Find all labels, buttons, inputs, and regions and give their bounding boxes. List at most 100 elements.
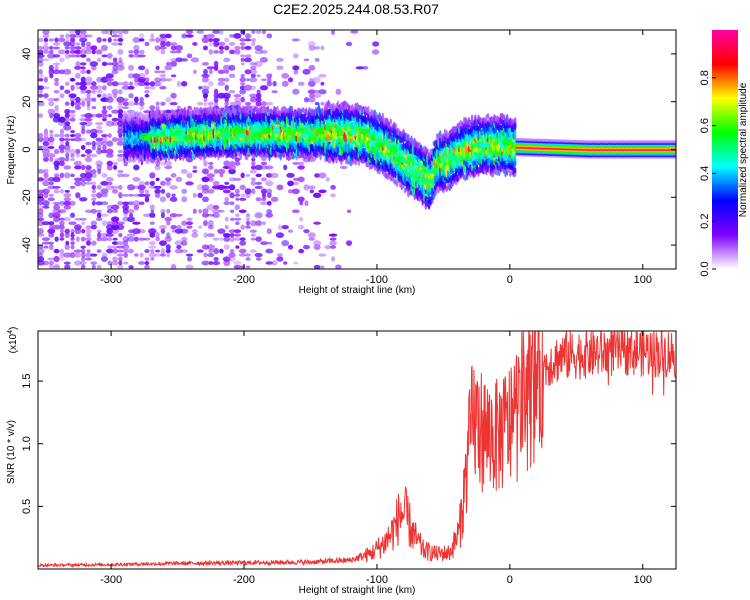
spectrogram-cell bbox=[176, 105, 181, 110]
spectrogram-cell bbox=[91, 264, 96, 269]
spectrogram-cell bbox=[75, 86, 80, 90]
spectrogram-cell bbox=[132, 73, 141, 79]
spectrogram-cell bbox=[73, 249, 83, 253]
spectrogram-cell bbox=[64, 81, 70, 86]
spectrogram-cell bbox=[116, 157, 125, 162]
spectrogram-cell bbox=[314, 102, 320, 106]
spectrogram-cell bbox=[74, 165, 82, 170]
spectrogram-cell bbox=[298, 248, 305, 254]
spectrogram-cell bbox=[69, 41, 76, 47]
spectrogram-cell bbox=[117, 173, 124, 178]
spectrogram-cell bbox=[224, 102, 230, 106]
spectrogram-cell bbox=[222, 232, 231, 238]
spectrogram-cell bbox=[229, 232, 235, 238]
spectrogram-cell bbox=[192, 165, 197, 170]
spectrogram-cell bbox=[307, 89, 317, 95]
spectrogram-cell bbox=[49, 133, 54, 139]
spectrogram-cell bbox=[64, 228, 71, 234]
spectrogram-cell bbox=[233, 264, 242, 269]
spectrogram-cell bbox=[308, 96, 316, 103]
spectrogram-cell bbox=[43, 93, 49, 99]
spectrogram-cell bbox=[64, 244, 70, 250]
spectrogram-cell bbox=[79, 261, 87, 265]
spectrogram-cell bbox=[79, 33, 88, 39]
spectrogram-cell bbox=[251, 30, 256, 34]
spectrogram-cell bbox=[138, 261, 146, 265]
spectrogram-cell bbox=[259, 85, 269, 91]
spectrogram-cell bbox=[180, 58, 189, 62]
spectrogram-cell bbox=[80, 221, 86, 225]
spectrogram-cell bbox=[137, 184, 146, 191]
spectrogram-cell bbox=[53, 42, 61, 46]
spectrogram-cell bbox=[330, 184, 336, 190]
spectrogram-cell bbox=[198, 86, 203, 90]
spectrogram-cell bbox=[96, 229, 102, 233]
spectrogram-cell bbox=[64, 232, 70, 239]
spectrogram-cell bbox=[149, 105, 156, 111]
spectrogram-cell bbox=[64, 264, 71, 269]
spectrogram-cell bbox=[52, 212, 61, 219]
spectrogram-cell bbox=[90, 128, 98, 135]
spectrogram-cell bbox=[239, 237, 246, 241]
spectrogram-cell bbox=[303, 96, 310, 103]
spectrogram-cell bbox=[228, 90, 236, 94]
spectrogram-cell bbox=[70, 237, 75, 241]
spectrogram-cell bbox=[42, 45, 50, 51]
spectrogram-cell bbox=[213, 96, 219, 103]
spectrogram-cell bbox=[224, 196, 230, 202]
spectrogram-cell bbox=[54, 64, 59, 71]
spectrogram-cell bbox=[320, 101, 325, 106]
spectrogram-cell bbox=[150, 209, 155, 213]
spectrogram-cell bbox=[138, 101, 145, 107]
spectrogram-cell bbox=[335, 264, 342, 269]
spectrogram-cell bbox=[330, 245, 337, 249]
spectrogram-cell bbox=[266, 73, 273, 79]
spectrogram-cell bbox=[38, 248, 45, 254]
spectrogram-cell bbox=[107, 114, 112, 118]
spectrogram-cell bbox=[313, 240, 322, 247]
spectrogram-cell bbox=[270, 172, 279, 179]
spectrogram-cell-group bbox=[38, 30, 676, 269]
spectrogram-cell bbox=[139, 188, 145, 194]
spectrogram-cell bbox=[169, 50, 178, 54]
spectrogram-cell bbox=[52, 54, 61, 58]
spectrogram-cell bbox=[328, 233, 338, 237]
spectrogram-cell bbox=[38, 93, 44, 98]
spectrogram-cell bbox=[198, 208, 203, 214]
spectrogram-cell bbox=[70, 173, 75, 178]
spectrogram-cell bbox=[95, 90, 103, 94]
spectrogram-cell bbox=[54, 157, 59, 161]
spectrogram-cell bbox=[117, 108, 124, 115]
spectrogram-cell bbox=[84, 120, 93, 127]
spectrogram-cell bbox=[254, 185, 263, 189]
spectrogram-cell bbox=[64, 133, 70, 138]
spectrogram-cell bbox=[165, 232, 171, 239]
spectrogram-cell bbox=[302, 244, 311, 250]
spectrogram-cell bbox=[84, 209, 93, 214]
spectrogram-cell bbox=[148, 228, 157, 235]
spectrogram-cell bbox=[175, 57, 183, 63]
spectrogram-cell bbox=[217, 184, 226, 191]
spectrogram-cell bbox=[48, 146, 55, 149]
spectrogram-cell bbox=[192, 69, 197, 75]
spectrogram-cell bbox=[201, 244, 210, 250]
spectrogram-cell bbox=[59, 248, 64, 254]
spectrogram-cell bbox=[116, 96, 125, 103]
spectrogram-cell bbox=[212, 237, 220, 241]
spectrogram-cell bbox=[246, 78, 250, 82]
spectrogram-cell bbox=[254, 49, 263, 55]
spectrogram-cell bbox=[38, 136, 44, 143]
spectrogram-cell bbox=[154, 192, 161, 198]
spectrogram-cell bbox=[96, 184, 102, 190]
spectrogram-cell bbox=[80, 53, 87, 58]
spectrogram-cell bbox=[165, 249, 171, 254]
spectrogram-cell bbox=[38, 49, 44, 55]
spectrogram-cell bbox=[255, 220, 263, 227]
spectrogram-cell bbox=[218, 49, 224, 54]
spectrogram-cell bbox=[389, 118, 393, 125]
spectrogram-cell bbox=[171, 229, 176, 233]
spectrogram-cell bbox=[102, 105, 107, 110]
spectrogram-cell bbox=[38, 54, 45, 58]
spectrogram-cell bbox=[90, 172, 97, 179]
spectrogram-cell bbox=[57, 121, 66, 127]
